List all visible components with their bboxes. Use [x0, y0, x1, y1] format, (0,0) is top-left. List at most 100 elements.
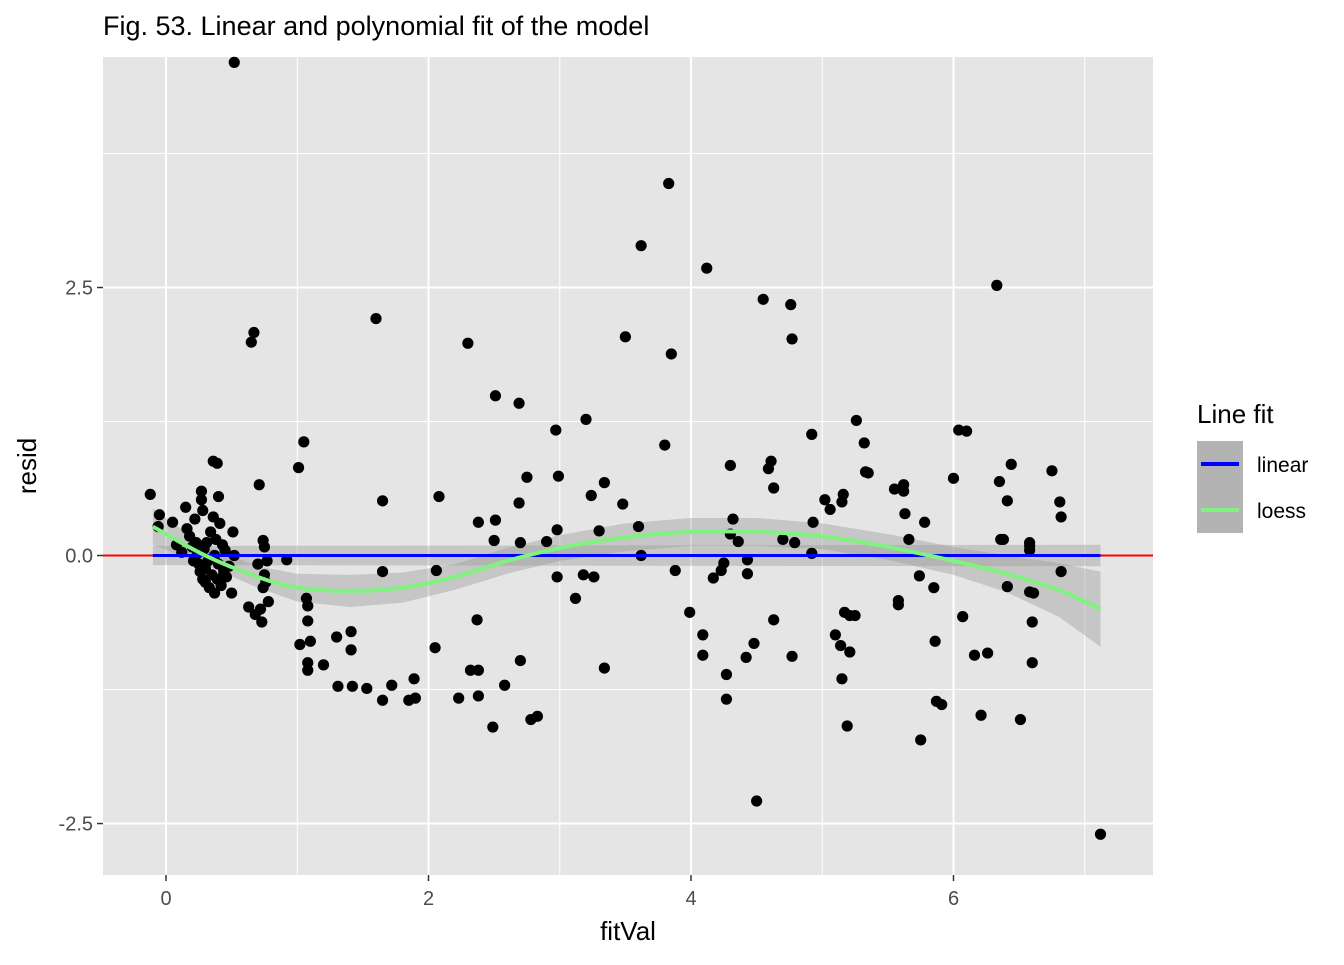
data-point	[514, 537, 526, 549]
data-point	[153, 509, 166, 521]
data-point	[208, 587, 221, 599]
data-point	[919, 516, 931, 528]
data-point	[835, 639, 847, 652]
data-point	[261, 555, 273, 567]
data-point	[464, 664, 477, 676]
data-point	[841, 720, 853, 732]
chart-title: Fig. 53. Linear and polynomial fit of th…	[103, 11, 649, 41]
data-point	[707, 572, 719, 584]
data-point	[768, 482, 780, 494]
data-point	[430, 564, 442, 577]
data-point	[345, 626, 357, 638]
data-point	[521, 471, 533, 483]
y-tick-label: -2.5	[59, 814, 93, 836]
legend-title: Line fit	[1197, 399, 1274, 429]
data-point	[550, 424, 562, 436]
data-point	[993, 475, 1006, 488]
data-point	[659, 439, 671, 451]
data-point	[513, 397, 525, 409]
data-point	[929, 635, 941, 647]
data-point	[786, 333, 798, 345]
data-point	[928, 582, 940, 594]
data-point	[212, 490, 225, 503]
data-point	[1026, 616, 1038, 628]
x-tick-label: 4	[685, 888, 696, 910]
data-point	[982, 647, 994, 659]
data-point	[317, 659, 330, 671]
grid-minor	[103, 57, 1153, 875]
data-point	[585, 489, 597, 502]
data-point	[1001, 581, 1013, 593]
data-point	[489, 390, 502, 402]
data-point	[1024, 544, 1036, 556]
data-point	[697, 629, 709, 641]
data-point	[844, 646, 856, 658]
data-point	[144, 488, 156, 501]
data-point	[991, 279, 1003, 291]
data-point	[806, 547, 818, 559]
data-point	[899, 508, 911, 520]
data-point	[718, 557, 730, 569]
x-tick-label: 2	[423, 888, 434, 910]
data-point	[245, 336, 257, 348]
data-point	[201, 537, 213, 549]
data-point	[409, 692, 421, 704]
data-point	[253, 479, 265, 491]
data-point	[514, 654, 526, 667]
data-point	[292, 462, 305, 474]
data-point	[785, 299, 797, 311]
data-point	[197, 504, 209, 517]
data-point	[619, 331, 631, 343]
legend: Line fit linear loess	[1197, 399, 1308, 533]
data-point	[294, 638, 306, 651]
data-point	[226, 587, 238, 599]
data-point	[408, 673, 420, 685]
data-point	[824, 503, 836, 516]
data-point	[386, 679, 398, 691]
data-point	[551, 571, 563, 583]
data-point	[551, 524, 563, 536]
data-point	[669, 564, 681, 577]
data-point	[741, 568, 754, 580]
data-point	[541, 535, 553, 548]
data-point	[227, 526, 239, 538]
data-point	[858, 437, 870, 449]
data-point	[727, 513, 739, 525]
data-point	[376, 566, 389, 578]
legend-key-background	[1197, 441, 1243, 533]
data-point	[837, 488, 849, 501]
legend-label-linear: linear	[1257, 454, 1308, 477]
data-point	[748, 637, 760, 650]
data-point	[892, 599, 904, 611]
x-axis-title: fitVal	[600, 916, 656, 946]
data-point	[180, 501, 192, 513]
data-point	[489, 514, 502, 526]
data-point	[577, 569, 589, 581]
y-tick-label: 2.5	[65, 277, 93, 299]
data-point	[1094, 828, 1107, 840]
data-point	[915, 734, 927, 746]
data-point	[462, 337, 474, 349]
data-point	[1046, 465, 1058, 477]
data-point	[580, 413, 592, 425]
data-point	[302, 664, 314, 676]
data-point	[819, 494, 831, 506]
data-point	[252, 558, 264, 570]
y-axis-title: resid	[12, 438, 42, 494]
data-point	[720, 693, 733, 705]
data-point	[487, 721, 499, 733]
data-point	[346, 680, 358, 692]
data-point	[1027, 587, 1040, 599]
data-point	[751, 795, 763, 807]
data-point	[302, 600, 314, 612]
data-point	[663, 177, 675, 190]
data-point	[262, 596, 274, 608]
data-point	[588, 571, 600, 583]
data-point	[903, 533, 915, 546]
data-point	[1026, 657, 1038, 669]
data-point	[720, 668, 733, 681]
data-point	[302, 615, 314, 627]
data-point	[166, 516, 179, 528]
data-point	[849, 609, 861, 622]
legend-label-loess: loess	[1257, 500, 1306, 523]
